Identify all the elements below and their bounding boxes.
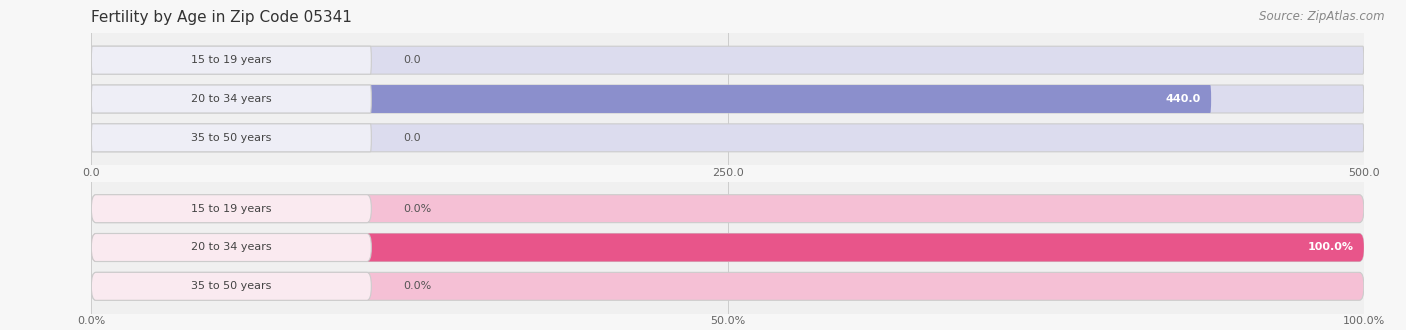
Text: 0.0: 0.0 <box>404 55 420 65</box>
Text: 20 to 34 years: 20 to 34 years <box>191 94 271 104</box>
FancyBboxPatch shape <box>91 46 1364 74</box>
Text: Fertility by Age in Zip Code 05341: Fertility by Age in Zip Code 05341 <box>91 10 353 25</box>
Text: Source: ZipAtlas.com: Source: ZipAtlas.com <box>1260 10 1385 23</box>
FancyBboxPatch shape <box>91 46 371 74</box>
FancyBboxPatch shape <box>91 85 1211 113</box>
FancyBboxPatch shape <box>91 85 1364 113</box>
FancyBboxPatch shape <box>91 234 1364 261</box>
Text: 0.0%: 0.0% <box>404 204 432 214</box>
Text: 35 to 50 years: 35 to 50 years <box>191 133 271 143</box>
Text: 440.0: 440.0 <box>1166 94 1201 104</box>
FancyBboxPatch shape <box>91 124 371 152</box>
FancyBboxPatch shape <box>91 234 371 261</box>
Text: 35 to 50 years: 35 to 50 years <box>191 281 271 291</box>
FancyBboxPatch shape <box>91 272 371 300</box>
Text: 100.0%: 100.0% <box>1308 243 1354 252</box>
FancyBboxPatch shape <box>91 234 1364 261</box>
Text: 15 to 19 years: 15 to 19 years <box>191 204 271 214</box>
FancyBboxPatch shape <box>91 85 371 113</box>
FancyBboxPatch shape <box>91 195 371 223</box>
FancyBboxPatch shape <box>91 195 1364 223</box>
Text: 20 to 34 years: 20 to 34 years <box>191 243 271 252</box>
Text: 0.0%: 0.0% <box>404 281 432 291</box>
Text: 0.0: 0.0 <box>404 133 420 143</box>
FancyBboxPatch shape <box>91 124 1364 152</box>
FancyBboxPatch shape <box>91 272 1364 300</box>
Text: 15 to 19 years: 15 to 19 years <box>191 55 271 65</box>
